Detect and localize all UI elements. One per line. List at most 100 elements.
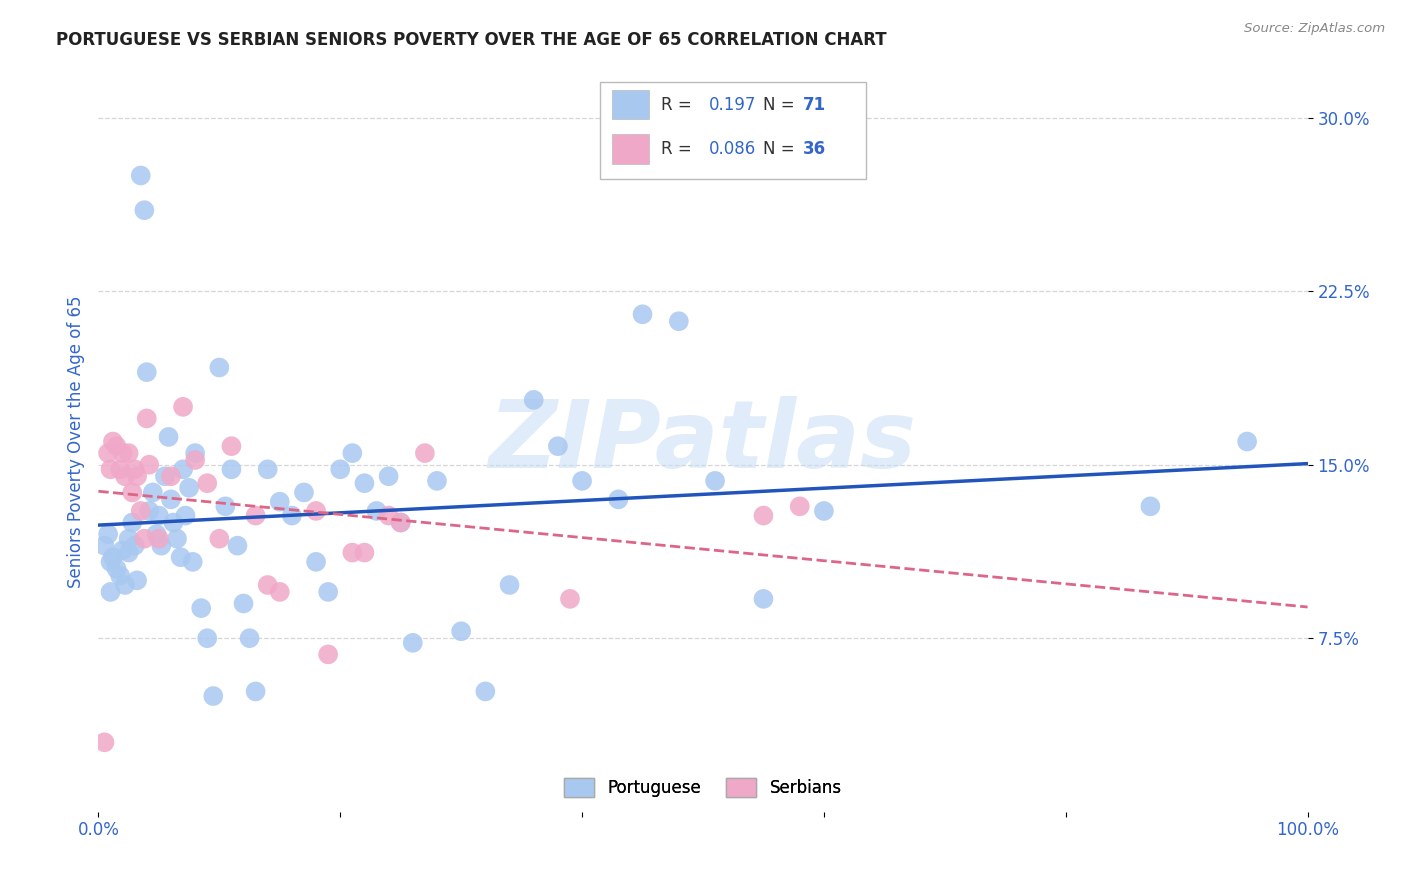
Point — [100, 462, 122, 476]
Point — [208, 360, 231, 375]
Text: PORTUGUESE VS SERBIAN SENIORS POVERTY OVER THE AGE OF 65 CORRELATION CHART: PORTUGUESE VS SERBIAN SENIORS POVERTY OV… — [56, 31, 887, 49]
FancyBboxPatch shape — [613, 135, 648, 164]
Point — [226, 539, 249, 553]
Point — [353, 545, 375, 560]
Text: R =: R = — [661, 140, 697, 158]
Point — [208, 532, 231, 546]
FancyBboxPatch shape — [600, 82, 866, 178]
Point — [704, 474, 727, 488]
Point — [129, 504, 152, 518]
Point — [129, 169, 152, 183]
Point — [413, 446, 436, 460]
Point — [174, 508, 197, 523]
Point — [121, 485, 143, 500]
Point — [239, 631, 262, 645]
Point — [121, 516, 143, 530]
Point — [162, 516, 184, 530]
Point — [184, 453, 207, 467]
Point — [153, 469, 176, 483]
Text: N =: N = — [763, 140, 800, 158]
Point — [134, 532, 156, 546]
Point — [105, 439, 128, 453]
Point — [498, 578, 520, 592]
Point — [101, 434, 124, 449]
Point — [571, 474, 593, 488]
Text: Source: ZipAtlas.com: Source: ZipAtlas.com — [1244, 22, 1385, 36]
Text: 36: 36 — [803, 140, 827, 158]
Point — [450, 624, 472, 639]
Point — [426, 474, 449, 488]
Point — [1236, 434, 1258, 449]
Point — [138, 504, 160, 518]
Point — [402, 636, 425, 650]
Point — [97, 527, 120, 541]
Legend: Portuguese, Serbians: Portuguese, Serbians — [558, 772, 848, 804]
Point — [160, 492, 183, 507]
Point — [190, 601, 212, 615]
Point — [292, 485, 315, 500]
Text: R =: R = — [661, 95, 697, 113]
Point — [184, 446, 207, 460]
Point — [138, 458, 160, 472]
Point — [245, 508, 267, 523]
Point — [558, 591, 581, 606]
Text: 0.086: 0.086 — [709, 140, 756, 158]
Point — [127, 574, 149, 588]
Point — [111, 446, 134, 460]
Point — [166, 532, 188, 546]
Point — [523, 392, 546, 407]
Point — [172, 462, 194, 476]
Point — [93, 539, 115, 553]
Point — [474, 684, 496, 698]
Point — [114, 469, 136, 483]
Point — [179, 481, 201, 495]
Point — [172, 400, 194, 414]
Point — [377, 469, 399, 483]
Point — [789, 500, 811, 514]
Point — [142, 485, 165, 500]
Point — [118, 532, 141, 546]
Point — [108, 462, 131, 476]
Point — [100, 585, 122, 599]
Point — [181, 555, 204, 569]
Point — [752, 591, 775, 606]
Point — [124, 539, 146, 553]
Point — [111, 543, 134, 558]
Point — [148, 532, 170, 546]
Text: 71: 71 — [803, 95, 827, 113]
Point — [547, 439, 569, 453]
Point — [607, 492, 630, 507]
Point — [124, 462, 146, 476]
Point — [1139, 500, 1161, 514]
Point — [157, 430, 180, 444]
Point — [813, 504, 835, 518]
Point — [752, 508, 775, 523]
Text: ZIPatlas: ZIPatlas — [489, 395, 917, 488]
Point — [93, 735, 115, 749]
Point — [118, 446, 141, 460]
Text: 0.197: 0.197 — [709, 95, 756, 113]
Point — [389, 516, 412, 530]
Point — [195, 476, 218, 491]
Point — [305, 504, 328, 518]
Point — [100, 555, 122, 569]
Point — [389, 516, 412, 530]
Point — [269, 494, 291, 508]
Point — [366, 504, 388, 518]
Point — [108, 568, 131, 582]
Point — [668, 314, 690, 328]
Point — [256, 462, 278, 476]
Point — [305, 555, 328, 569]
Point — [148, 508, 170, 523]
Point — [329, 462, 352, 476]
Point — [377, 508, 399, 523]
Point — [342, 545, 364, 560]
Point — [353, 476, 375, 491]
Point — [221, 439, 243, 453]
Point — [97, 446, 120, 460]
Point — [135, 365, 157, 379]
Point — [245, 684, 267, 698]
Point — [269, 585, 291, 599]
Point — [256, 578, 278, 592]
Point — [202, 689, 225, 703]
